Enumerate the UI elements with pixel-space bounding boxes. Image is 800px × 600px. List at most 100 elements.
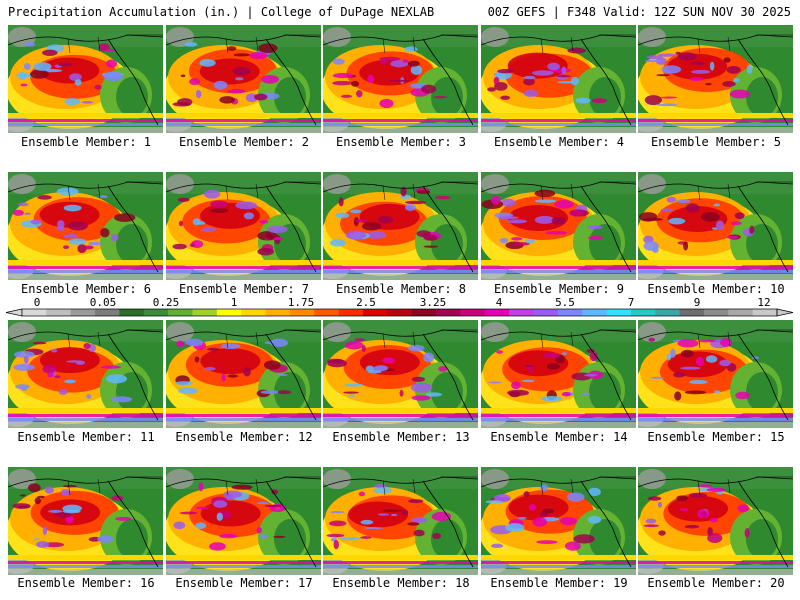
precip-field (8, 172, 163, 280)
legend-color-swatch (241, 309, 267, 316)
ensemble-member-map (481, 172, 636, 280)
legend-tick-label: 0 (33, 296, 41, 309)
legend-color-swatch (95, 309, 120, 316)
ensemble-member-map (638, 467, 793, 575)
legend-color-swatch (265, 309, 291, 316)
ensemble-member-label: Ensemble Member: 18 (332, 576, 470, 590)
precip-field (323, 25, 478, 133)
legend-color-swatch (70, 309, 96, 316)
ensemble-member-label: Ensemble Member: 17 (175, 576, 313, 590)
legend-tick-label: 0.25 (152, 296, 180, 309)
ensemble-member-map (638, 25, 793, 133)
ensemble-member-label: Ensemble Member: 10 (647, 282, 785, 296)
legend-color-swatch (216, 309, 242, 316)
ensemble-member-map (166, 320, 321, 428)
legend-color-swatch (557, 309, 583, 316)
ensemble-member-label: Ensemble Member: 12 (175, 430, 313, 444)
precip-field (8, 467, 163, 575)
ensemble-member-label: Ensemble Member: 19 (490, 576, 628, 590)
ensemble-member-label: Ensemble Member: 9 (493, 282, 625, 296)
ensemble-member-map (8, 172, 163, 280)
legend-tick-label: 3.25 (419, 296, 447, 309)
precip-field (638, 172, 793, 280)
ensemble-member-map (166, 25, 321, 133)
precip-color-legend: 0 0.05 0.25 1 1.75 2.5 3.25 4 5.5 7 9 12 (0, 296, 800, 320)
legend-outline (21, 308, 778, 317)
precip-field (638, 467, 793, 575)
ensemble-member-map (8, 467, 163, 575)
legend-tick-label: 9 (693, 296, 701, 309)
ensemble-member-label: Ensemble Member: 1 (20, 135, 152, 149)
map-title: Precipitation Accumulation (in.) | Colle… (8, 5, 435, 19)
legend-tick-label: 12 (757, 296, 771, 309)
legend-arrow-left (5, 308, 23, 317)
ensemble-member-label: Ensemble Member: 6 (20, 282, 152, 296)
ensemble-member-map (323, 467, 478, 575)
legend-color-swatch (606, 309, 632, 316)
ensemble-member-label: Ensemble Member: 5 (650, 135, 782, 149)
legend-color-swatch (314, 309, 340, 316)
legend-color-swatch (728, 309, 754, 316)
ensemble-member-label: Ensemble Member: 2 (178, 135, 310, 149)
precip-field (481, 320, 636, 428)
legend-colorbar (5, 308, 794, 317)
legend-color-swatch (655, 309, 681, 316)
legend-color-swatch (509, 309, 534, 316)
ensemble-member-label: Ensemble Member: 16 (17, 576, 155, 590)
ensemble-member-label: Ensemble Member: 15 (647, 430, 785, 444)
legend-tick-label: 4 (495, 296, 503, 309)
precip-field (481, 172, 636, 280)
ensemble-member-map (323, 25, 478, 133)
legend-color-swatch (46, 309, 72, 316)
ensemble-member-map (638, 320, 793, 428)
legend-color-swatch (411, 309, 437, 316)
ensemble-member-label: Ensemble Member: 4 (493, 135, 625, 149)
legend-tick-label: 1 (230, 296, 238, 309)
legend-tick-label: 2.5 (356, 296, 376, 309)
ensemble-member-map (481, 467, 636, 575)
legend-color-swatch (703, 309, 729, 316)
ensemble-member-map (323, 320, 478, 428)
ensemble-member-label: Ensemble Member: 20 (647, 576, 785, 590)
model-run-valid-time: 00Z GEFS | F348 Valid: 12Z SUN NOV 30 20… (487, 5, 791, 19)
precip-field (481, 467, 636, 575)
ensemble-member-label: Ensemble Member: 8 (335, 282, 467, 296)
legend-color-swatch (533, 309, 559, 316)
ensemble-member-map (166, 172, 321, 280)
legend-color-swatch (362, 309, 388, 316)
legend-color-swatch (630, 309, 656, 316)
legend-color-swatch (460, 309, 486, 316)
legend-arrow-right (776, 308, 794, 317)
precip-field (166, 467, 321, 575)
legend-color-swatch (289, 309, 315, 316)
precip-field (323, 172, 478, 280)
ensemble-member-label: Ensemble Member: 14 (490, 430, 628, 444)
legend-color-swatch (582, 309, 608, 316)
ensemble-member-map (166, 467, 321, 575)
ensemble-member-map (638, 172, 793, 280)
precip-field (481, 25, 636, 133)
precip-field (323, 467, 478, 575)
legend-color-swatch (387, 309, 413, 316)
ensemble-member-label: Ensemble Member: 7 (178, 282, 310, 296)
legend-color-swatch (168, 309, 193, 316)
legend-color-swatch (436, 309, 461, 316)
precip-field (638, 320, 793, 428)
legend-tick-label: 5.5 (555, 296, 575, 309)
ensemble-member-map (8, 320, 163, 428)
ensemble-member-label: Ensemble Member: 3 (335, 135, 467, 149)
precip-field (8, 25, 163, 133)
ensemble-member-label: Ensemble Member: 13 (332, 430, 470, 444)
legend-color-swatch (143, 309, 169, 316)
precip-field (166, 25, 321, 133)
legend-color-swatch (119, 309, 145, 316)
legend-tick-label: 0.05 (89, 296, 117, 309)
precip-field (166, 320, 321, 428)
legend-color-swatch (484, 309, 510, 316)
ensemble-member-map (323, 172, 478, 280)
ensemble-member-map (481, 25, 636, 133)
precip-field (8, 320, 163, 428)
precip-field (323, 320, 478, 428)
legend-color-swatch (338, 309, 364, 316)
precip-field (166, 172, 321, 280)
